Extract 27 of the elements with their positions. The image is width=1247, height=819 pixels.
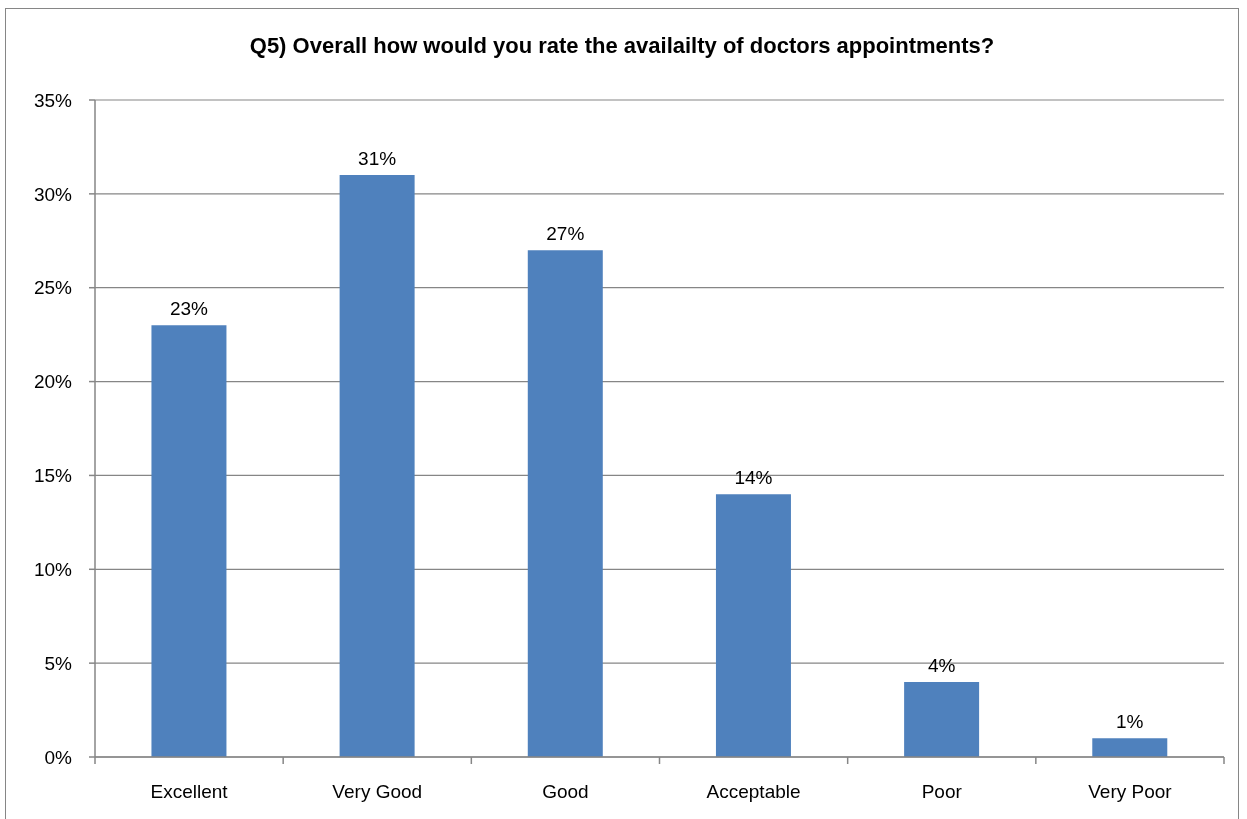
data-label: 4% [927,654,956,676]
bar [904,681,980,757]
bar [1092,738,1168,757]
data-label: 31% [358,148,397,170]
y-tick-label: 15% [33,465,73,487]
data-label: 27% [546,223,585,245]
y-tick-label: 10% [33,559,73,581]
y-tick-label: 30% [33,183,73,205]
x-tick-label: Excellent [150,781,229,802]
x-tick-label: Good [542,781,589,802]
data-label: 23% [169,298,209,320]
x-tick-label: Acceptable [706,781,801,802]
y-tick-label: 35% [33,89,73,111]
bar [339,175,415,757]
x-tick-label: Very Good [332,781,423,802]
y-tick-label: 25% [33,277,73,299]
bar [715,494,791,757]
chart-title: Q5) Overall how would you rate the availailty of doctors appointments? [248,33,996,59]
x-tick-label: Poor [921,781,963,802]
data-label: 1% [1116,711,1144,733]
y-tick-label: 20% [33,371,73,393]
y-tick-label: 5% [44,652,73,674]
data-label: 14% [734,467,773,489]
x-tick-label: Very Poor [1088,781,1173,802]
bar [527,250,603,757]
bar [151,325,227,757]
y-tick-label: 0% [44,746,73,768]
